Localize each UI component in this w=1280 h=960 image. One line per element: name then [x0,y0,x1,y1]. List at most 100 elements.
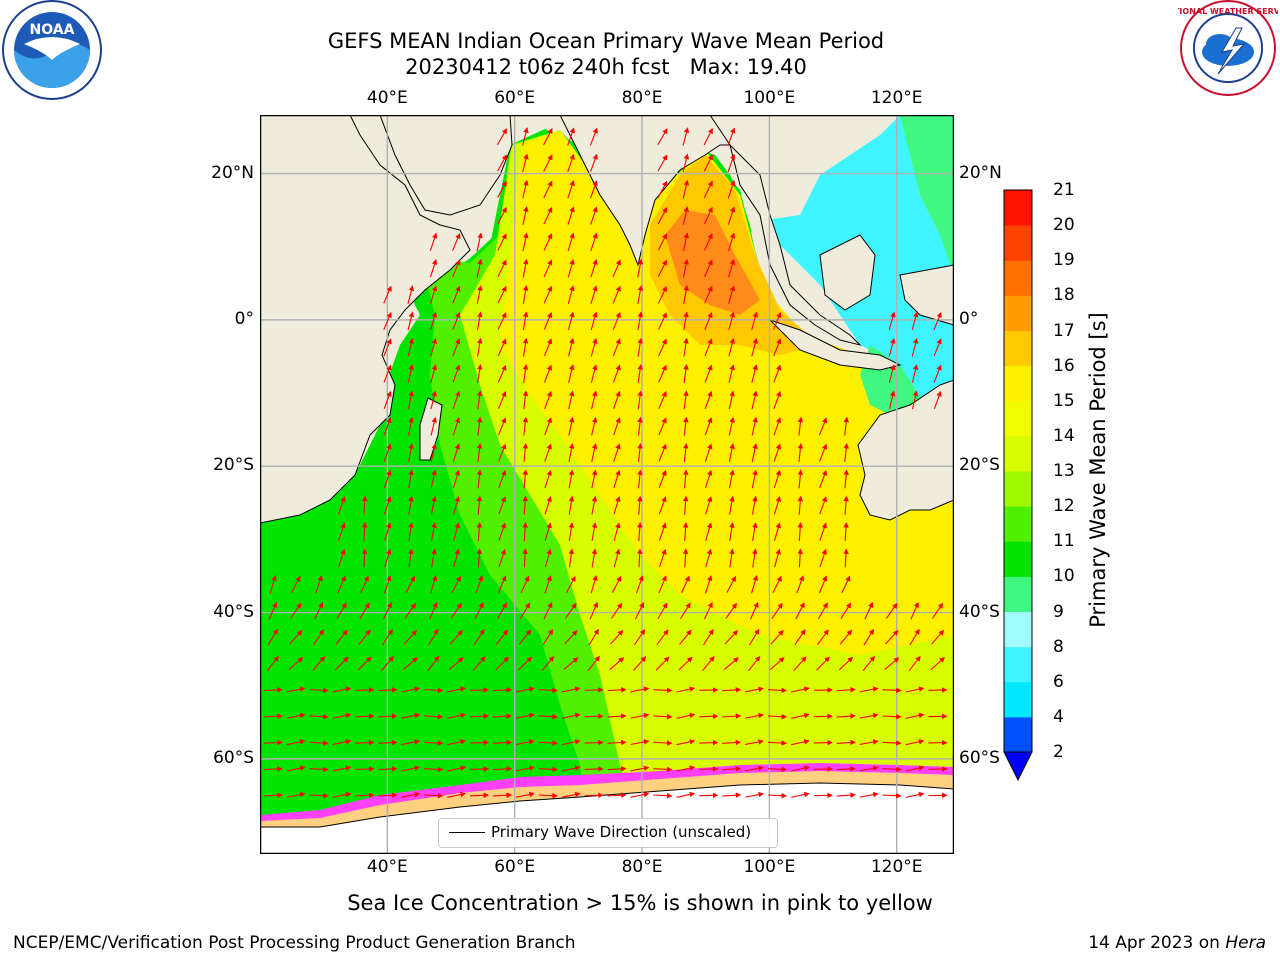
wave-arrow [355,766,375,772]
wave-arrow [818,417,828,436]
wave-arrow [773,522,781,541]
wave-arrow [584,713,604,720]
wave-arrow [543,312,553,330]
wave-arrow [590,232,598,252]
wave-arrow [728,285,736,304]
wave-arrow [520,575,530,594]
wave-arrow [751,443,758,462]
wave-arrow [884,657,900,670]
wave-arrow [705,522,713,541]
wave-arrow [452,311,461,330]
wave-arrow [543,601,553,620]
colorbar-segment [1004,611,1032,648]
wave-arrow [908,655,921,672]
wave-arrow [401,739,421,746]
wave-arrow [909,628,920,646]
wave-arrow [797,521,803,542]
wave-arrow [817,629,829,645]
colorbar-segment [1004,330,1032,367]
wave-arrow [332,791,352,798]
wave-arrow [612,338,621,357]
wave-arrow [431,548,437,568]
wave-arrow [683,416,689,436]
colorbar-tick-label: 6 [1053,671,1064,692]
wave-arrow [911,364,919,383]
wave-arrow [796,575,805,594]
wave-arrow [658,469,667,488]
wave-arrow [589,601,598,620]
wave-arrow [497,364,507,383]
wave-arrow [378,792,398,798]
wave-arrow [590,364,598,383]
wave-arrow [450,602,462,619]
wave-arrow [476,390,483,410]
wave-arrow [515,739,535,746]
wave-arrow [590,259,598,278]
lon-label-top: 80°E [621,88,663,108]
colorbar-tick-label: 19 [1053,250,1075,271]
wave-arrow [498,496,507,515]
wave-arrow [773,364,782,383]
wave-arrow [405,575,415,593]
wave-arrow [704,259,713,278]
wave-arrow [584,687,604,693]
wave-arrow [774,548,781,568]
wave-arrow [522,416,529,436]
wave-arrow [836,739,856,746]
wave-arrow [286,791,306,798]
wave-arrow [522,548,528,568]
wave-arrow [888,364,896,383]
wave-arrow [637,390,643,410]
wave-arrow [522,311,529,331]
wave-arrow [430,337,438,357]
wave-arrow [683,442,689,463]
wave-arrow [568,390,575,410]
map-frame [260,115,954,854]
wave-arrow [769,657,785,671]
lon-label-top: 120°E [870,88,923,108]
wave-arrow [495,656,510,671]
wave-arrow [773,338,782,357]
wave-arrow [590,337,598,357]
wave-arrow [286,686,306,693]
wave-arrow [704,364,713,383]
wave-arrow [476,416,483,436]
wave-arrow [538,713,558,720]
wave-arrow [361,521,368,542]
wave-arrow [286,712,306,719]
wave-arrow [727,180,736,199]
lat-label-left: 20°S [213,455,254,476]
wave-arrow [567,258,575,278]
colorbar [1003,189,1033,782]
wave-arrow [725,602,738,619]
wave-arrow [452,364,461,383]
wave-arrow [682,469,689,489]
wave-arrow [635,575,644,594]
wave-arrow [407,416,414,436]
wave-arrow [568,495,575,515]
wave-arrow [378,687,398,693]
wave-arrow [839,629,853,645]
wave-arrow [567,311,575,331]
colorbar-tick-label: 4 [1053,706,1064,727]
wave-arrow [498,417,507,436]
wave-arrow [657,180,668,198]
wave-arrow [888,311,896,331]
wave-arrow [836,687,856,693]
wave-arrow [704,311,713,330]
wave-arrow [727,232,736,252]
colorbar-under-triangle [1003,751,1033,782]
lon-label-top: 100°E [743,88,796,108]
wave-arrow [591,548,598,568]
wave-arrow [745,791,765,798]
wave-arrow [496,602,508,620]
wave-arrow [522,285,529,304]
wave-arrow [607,713,627,719]
wave-arrow [591,522,598,542]
wave-arrow [729,522,735,542]
wave-arrow [429,259,438,278]
wave-arrow [407,364,414,383]
wave-arrow [497,233,507,251]
wave-arrow [522,258,529,278]
wave-arrow [912,390,919,410]
